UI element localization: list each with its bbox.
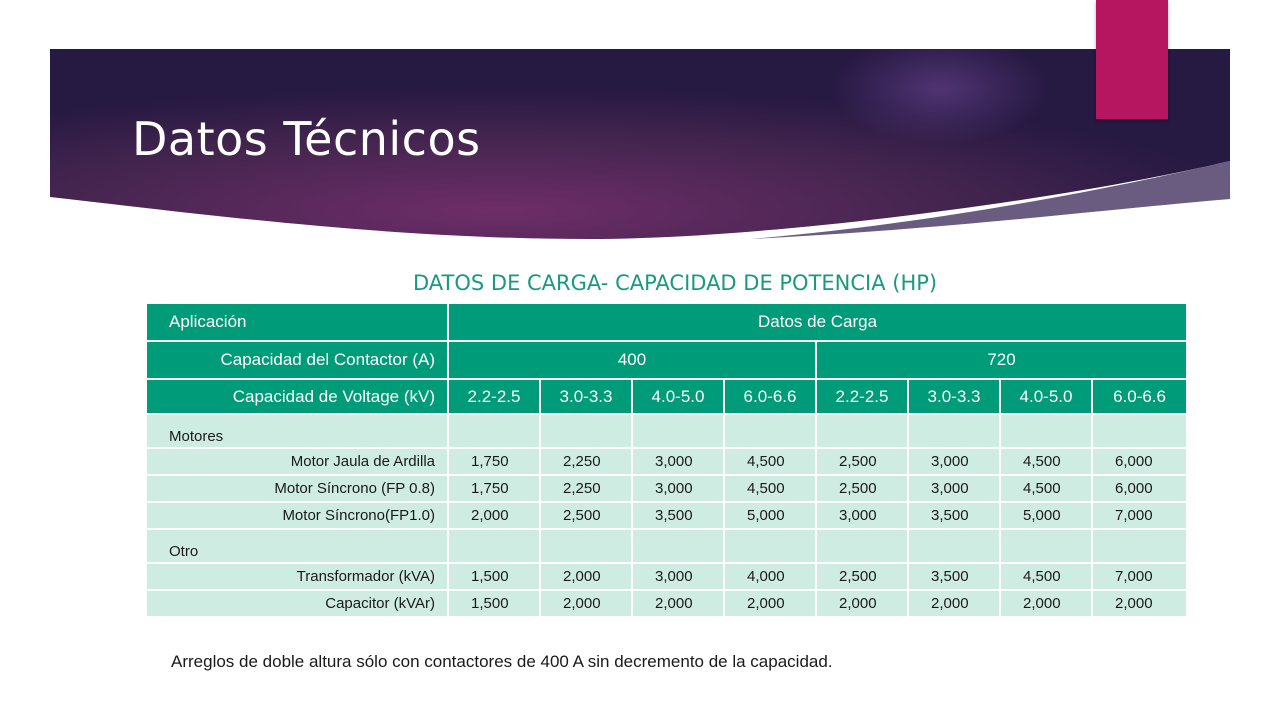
value-cell: 7,000 <box>1090 501 1189 530</box>
row-label: Transformador (kVA) <box>145 562 449 591</box>
value-cell: 2,000 <box>1090 589 1189 618</box>
category-label: Otro <box>145 528 449 564</box>
table-row: Capacitor (kVAr) 1,500 2,000 2,000 2,000… <box>145 589 1189 618</box>
empty-cell <box>723 413 817 449</box>
empty-cell <box>999 528 1093 564</box>
value-cell: 5,000 <box>999 501 1093 530</box>
voltage-range-header: 2.2-2.5 <box>815 378 909 415</box>
value-cell: 1,750 <box>447 447 541 476</box>
value-cell: 1,500 <box>447 562 541 591</box>
empty-cell <box>1090 413 1189 449</box>
value-cell: 2,500 <box>815 447 909 476</box>
table-heading: DATOS DE CARGA- CAPACIDAD DE POTENCIA (H… <box>413 271 938 295</box>
value-cell: 4,500 <box>723 474 817 503</box>
application-header: Aplicación <box>145 302 449 342</box>
value-cell: 2,000 <box>723 589 817 618</box>
value-cell: 4,500 <box>999 562 1093 591</box>
value-cell: 4,500 <box>723 447 817 476</box>
value-cell: 5,000 <box>723 501 817 530</box>
value-cell: 3,000 <box>631 447 725 476</box>
value-cell: 3,500 <box>907 562 1001 591</box>
empty-cell <box>907 413 1001 449</box>
value-cell: 4,000 <box>723 562 817 591</box>
value-cell: 3,000 <box>815 501 909 530</box>
empty-cell <box>999 413 1093 449</box>
empty-cell <box>815 528 909 564</box>
empty-cell <box>815 413 909 449</box>
value-cell: 4,500 <box>999 474 1093 503</box>
value-cell: 2,500 <box>815 474 909 503</box>
voltage-range-header: 4.0-5.0 <box>631 378 725 415</box>
value-cell: 1,500 <box>447 589 541 618</box>
value-cell: 6,000 <box>1090 447 1189 476</box>
contactor-400-header: 400 <box>447 340 817 380</box>
value-cell: 2,000 <box>999 589 1093 618</box>
value-cell: 3,500 <box>907 501 1001 530</box>
empty-cell <box>723 528 817 564</box>
value-cell: 2,500 <box>539 501 633 530</box>
empty-cell <box>631 413 725 449</box>
value-cell: 2,000 <box>539 562 633 591</box>
banner-shape <box>50 49 1230 239</box>
value-cell: 1,750 <box>447 474 541 503</box>
table-footnote: Arreglos de doble altura sólo con contac… <box>171 652 833 671</box>
value-cell: 3,500 <box>631 501 725 530</box>
value-cell: 4,500 <box>999 447 1093 476</box>
load-capacity-table: Aplicación Datos de Carga Capacidad del … <box>145 302 1189 618</box>
header-row-contactor: Capacidad del Contactor (A) 400 720 <box>145 340 1189 380</box>
value-cell: 3,000 <box>907 474 1001 503</box>
value-cell: 6,000 <box>1090 474 1189 503</box>
accent-tab <box>1096 0 1168 119</box>
voltage-range-header: 2.2-2.5 <box>447 378 541 415</box>
table-row: Transformador (kVA) 1,500 2,000 3,000 4,… <box>145 562 1189 591</box>
row-label: Capacitor (kVAr) <box>145 589 449 618</box>
value-cell: 2,000 <box>447 501 541 530</box>
header-row-application: Aplicación Datos de Carga <box>145 302 1189 342</box>
voltage-capacity-header: Capacidad de Voltage (kV) <box>145 378 449 415</box>
row-label: Motor Jaula de Ardilla <box>145 447 449 476</box>
value-cell: 2,500 <box>815 562 909 591</box>
title-banner <box>50 49 1230 249</box>
empty-cell <box>447 528 541 564</box>
empty-cell <box>539 528 633 564</box>
table-row: Motor Jaula de Ardilla 1,750 2,250 3,000… <box>145 447 1189 476</box>
slide-title: Datos Técnicos <box>132 112 481 166</box>
load-data-header: Datos de Carga <box>446 302 1189 342</box>
table-row: Motor Síncrono(FP1.0) 2,000 2,500 3,500 … <box>145 501 1189 530</box>
voltage-range-header: 3.0-3.3 <box>539 378 633 415</box>
category-label: Motores <box>145 413 449 449</box>
empty-cell <box>907 528 1001 564</box>
header-row-voltage: Capacidad de Voltage (kV) 2.2-2.5 3.0-3.… <box>145 378 1189 415</box>
value-cell: 7,000 <box>1090 562 1189 591</box>
value-cell: 2,250 <box>539 447 633 476</box>
category-row: Motores <box>145 413 1189 449</box>
row-label: Motor Síncrono(FP1.0) <box>145 501 449 530</box>
empty-cell <box>447 413 541 449</box>
value-cell: 2,000 <box>539 589 633 618</box>
voltage-range-header: 6.0-6.6 <box>1090 378 1189 415</box>
empty-cell <box>539 413 633 449</box>
row-label: Motor Síncrono (FP 0.8) <box>145 474 449 503</box>
value-cell: 2,000 <box>815 589 909 618</box>
voltage-range-header: 6.0-6.6 <box>723 378 817 415</box>
value-cell: 3,000 <box>631 562 725 591</box>
value-cell: 2,250 <box>539 474 633 503</box>
voltage-range-header: 3.0-3.3 <box>907 378 1001 415</box>
contactor-capacity-header: Capacidad del Contactor (A) <box>145 340 449 380</box>
category-row: Otro <box>145 528 1189 564</box>
table-row: Motor Síncrono (FP 0.8) 1,750 2,250 3,00… <box>145 474 1189 503</box>
value-cell: 3,000 <box>631 474 725 503</box>
value-cell: 3,000 <box>907 447 1001 476</box>
empty-cell <box>631 528 725 564</box>
contactor-720-header: 720 <box>814 340 1189 380</box>
empty-cell <box>1090 528 1189 564</box>
value-cell: 2,000 <box>631 589 725 618</box>
voltage-range-header: 4.0-5.0 <box>999 378 1093 415</box>
value-cell: 2,000 <box>907 589 1001 618</box>
